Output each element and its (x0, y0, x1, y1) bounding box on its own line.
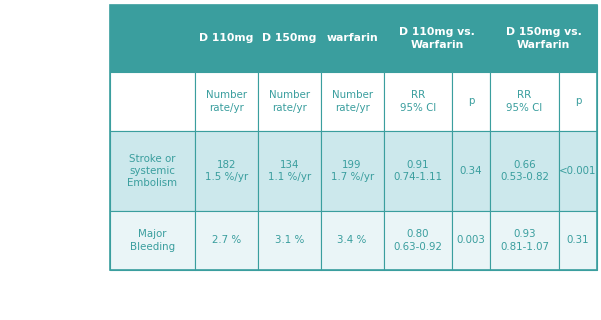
Bar (258, 211, 321, 270)
Bar (559, 211, 597, 270)
Bar (452, 211, 490, 270)
Text: D 150mg vs.
Warfarin: D 150mg vs. Warfarin (505, 27, 582, 50)
Text: p: p (575, 97, 581, 107)
Text: 0.93
0.81-1.07: 0.93 0.81-1.07 (500, 229, 549, 252)
Text: warfarin: warfarin (326, 34, 378, 44)
Text: 199
1.7 %/yr: 199 1.7 %/yr (331, 160, 374, 182)
Bar (452, 131, 490, 211)
Bar (490, 211, 559, 270)
Bar (490, 5, 597, 72)
Text: 0.003: 0.003 (457, 236, 486, 245)
Bar (383, 131, 452, 211)
Bar (195, 5, 258, 72)
Bar (321, 211, 383, 270)
Text: 0.34: 0.34 (460, 166, 483, 176)
Bar (258, 131, 321, 211)
Bar (559, 131, 597, 211)
Text: Number
rate/yr: Number rate/yr (206, 90, 247, 113)
Bar (452, 72, 490, 131)
Text: D 150mg: D 150mg (262, 34, 316, 44)
Text: 0.31: 0.31 (567, 236, 589, 245)
Text: 3.4 %: 3.4 % (337, 236, 367, 245)
Text: Number
rate/yr: Number rate/yr (269, 90, 310, 113)
Text: 134
1.1 %/yr: 134 1.1 %/yr (267, 160, 311, 182)
Text: 2.7 %: 2.7 % (212, 236, 241, 245)
Bar (258, 5, 321, 72)
Bar (195, 131, 258, 211)
Bar (195, 72, 258, 131)
Bar (110, 131, 195, 211)
Text: 0.66
0.53-0.82: 0.66 0.53-0.82 (500, 160, 549, 182)
Text: <0.001: <0.001 (559, 166, 597, 176)
Text: p: p (468, 97, 474, 107)
Text: 3.1 %: 3.1 % (275, 236, 304, 245)
Text: Stroke or
systemic
Embolism: Stroke or systemic Embolism (127, 154, 177, 188)
Bar (110, 5, 597, 270)
Text: RR
95% CI: RR 95% CI (400, 90, 436, 113)
Bar (490, 72, 559, 131)
Bar (110, 211, 195, 270)
Bar (383, 211, 452, 270)
Text: 0.80
0.63-0.92: 0.80 0.63-0.92 (394, 229, 442, 252)
Bar (321, 131, 383, 211)
Bar (321, 72, 383, 131)
Text: Major
Bleeding: Major Bleeding (130, 229, 175, 252)
Bar (258, 72, 321, 131)
Text: D 110mg: D 110mg (199, 34, 254, 44)
Text: 182
1.5 %/yr: 182 1.5 %/yr (205, 160, 248, 182)
Text: D 110mg vs.
Warfarin: D 110mg vs. Warfarin (399, 27, 475, 50)
Text: Number
rate/yr: Number rate/yr (332, 90, 373, 113)
Bar (490, 131, 559, 211)
Bar (195, 211, 258, 270)
Bar (321, 5, 383, 72)
Bar (110, 5, 195, 72)
Bar (383, 5, 490, 72)
Text: 0.91
0.74-1.11: 0.91 0.74-1.11 (393, 160, 442, 182)
Bar (559, 72, 597, 131)
Bar (110, 72, 195, 131)
Text: RR
95% CI: RR 95% CI (507, 90, 543, 113)
Bar (383, 72, 452, 131)
